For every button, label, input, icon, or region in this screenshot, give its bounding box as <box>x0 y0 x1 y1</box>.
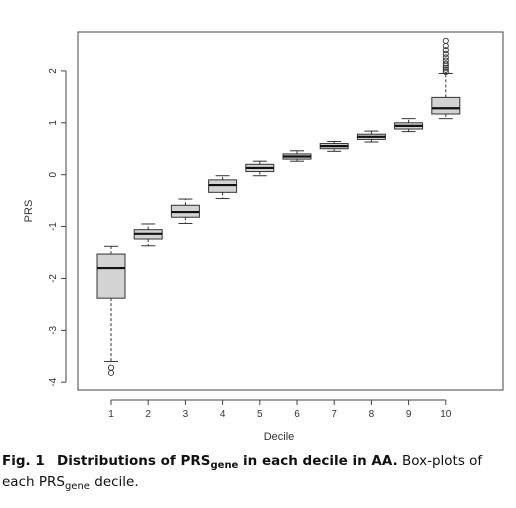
x-axis-title: Decile <box>264 431 295 443</box>
box-decile-7 <box>319 140 349 152</box>
caption-body-sub: gene <box>64 481 90 492</box>
box-decile-8 <box>356 130 386 143</box>
outlier-point <box>442 68 449 76</box>
outlier-point <box>442 57 449 64</box>
outlier-point <box>107 364 115 371</box>
caption-title-sub: gene <box>210 460 239 471</box>
x-tick-label: 7 <box>331 409 337 420</box>
x-tick-label: 5 <box>257 409 263 420</box>
figure-caption: Fig. 1 Distributions of PRSgene in each … <box>2 453 512 495</box>
y-tick-label: 1 <box>48 120 59 126</box>
y-tick-label: -2 <box>48 274 59 283</box>
x-tick-label: 8 <box>369 409 375 420</box>
boxes-group <box>96 37 461 376</box>
outlier-point <box>442 60 449 67</box>
caption-body-post: decile. <box>89 474 139 490</box>
box-iqr <box>96 253 126 299</box>
box-decile-5 <box>245 160 275 177</box>
y-tick-label: -1 <box>48 222 59 231</box>
caption-fig-label: Fig. 1 <box>2 453 45 469</box>
outlier-point <box>442 66 449 73</box>
caption-title: Distributions of PRSgene in each decile … <box>57 453 398 471</box>
caption-body: Box-plots of each PRSgene decile. <box>2 453 483 492</box>
box-decile-4 <box>208 175 238 200</box>
x-tick-label: 6 <box>294 409 300 420</box>
x-tick-label: 10 <box>440 409 452 420</box>
x-tick-label: 9 <box>406 409 412 420</box>
y-tick-label: -4 <box>48 377 59 386</box>
x-tick-label: 4 <box>220 409 226 420</box>
outlier-point <box>107 369 115 376</box>
box-decile-3 <box>170 198 200 224</box>
y-tick-label: 2 <box>48 68 59 74</box>
y-tick-label: -3 <box>48 325 59 334</box>
caption-title-pre: Distributions of PRS <box>57 453 211 469</box>
box-decile-9 <box>394 118 424 133</box>
y-tick-label: 0 <box>48 171 59 177</box>
caption-body-pre: Box-plots of each PRS <box>2 453 483 490</box>
box-decile-1 <box>96 245 126 376</box>
outlier-point <box>442 64 449 71</box>
caption-title-post: in each decile in AA. <box>238 453 398 469</box>
y-axis: -4 -3 -2 -1 0 1 2 <box>48 68 67 387</box>
box-decile-2 <box>133 223 163 247</box>
boxplot-figure: -4 -3 -2 -1 0 1 2 1 2 3 4 5 6 7 8 9 10 Decile PRS <box>23 31 504 443</box>
x-tick-label: 2 <box>145 409 151 420</box>
y-axis-title: PRS <box>23 200 35 223</box>
box-iqr <box>431 96 461 115</box>
x-tick-label: 1 <box>108 409 114 420</box>
outlier-point <box>442 47 449 54</box>
x-axis: 1 2 3 4 5 6 7 8 9 10 <box>108 399 452 420</box>
outlier-point <box>442 54 449 61</box>
outlier-point <box>442 50 449 57</box>
outlier-point <box>442 37 449 44</box>
box-decile-6 <box>282 150 312 162</box>
box-decile-10 <box>431 37 461 120</box>
x-tick-label: 3 <box>183 409 189 420</box>
plot-frame <box>77 31 504 391</box>
